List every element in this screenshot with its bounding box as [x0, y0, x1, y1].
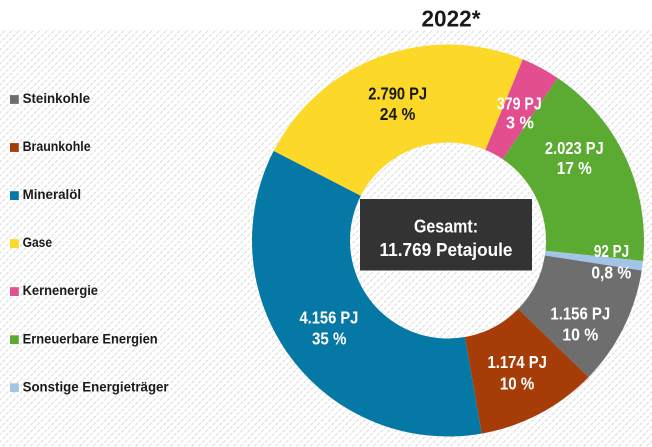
- svg-text:Gesamt:: Gesamt:: [414, 217, 478, 237]
- svg-text:17 %: 17 %: [557, 158, 592, 178]
- svg-text:Gase: Gase: [23, 235, 53, 251]
- svg-text:0,8 %: 0,8 %: [591, 263, 631, 283]
- svg-text:11.769 Petajoule: 11.769 Petajoule: [380, 240, 513, 260]
- svg-text:Steinkohle: Steinkohle: [23, 91, 90, 107]
- svg-text:Sonstige Energieträger: Sonstige Energieträger: [23, 379, 169, 395]
- svg-text:Mineralöl: Mineralöl: [23, 187, 82, 203]
- svg-text:1.156 PJ: 1.156 PJ: [550, 304, 610, 324]
- svg-text:379 PJ: 379 PJ: [497, 93, 542, 113]
- svg-text:24 %: 24 %: [380, 104, 416, 124]
- svg-text:10 %: 10 %: [500, 373, 535, 393]
- svg-text:3 %: 3 %: [506, 112, 534, 132]
- svg-text:2.023 PJ: 2.023 PJ: [545, 138, 604, 158]
- svg-text:1.174 PJ: 1.174 PJ: [488, 352, 547, 372]
- svg-text:2022*: 2022*: [422, 6, 481, 32]
- svg-text:Braunkohle: Braunkohle: [23, 139, 91, 155]
- svg-text:4.156 PJ: 4.156 PJ: [299, 308, 358, 328]
- svg-text:2.790 PJ: 2.790 PJ: [368, 84, 427, 104]
- svg-text:Kernenergie: Kernenergie: [23, 283, 98, 299]
- svg-text:Erneuerbare Energien: Erneuerbare Energien: [23, 331, 158, 347]
- svg-text:10 %: 10 %: [562, 325, 598, 345]
- svg-text:92 PJ: 92 PJ: [594, 241, 629, 261]
- svg-text:35 %: 35 %: [312, 329, 347, 349]
